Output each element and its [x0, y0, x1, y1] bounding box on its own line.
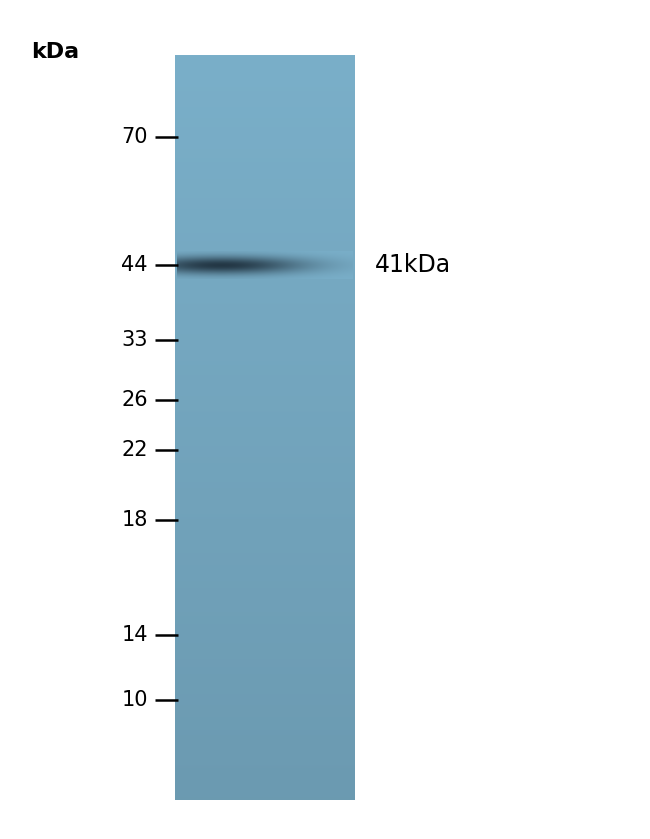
Text: 70: 70 [122, 127, 148, 147]
Text: 22: 22 [122, 440, 148, 460]
Text: 18: 18 [122, 510, 148, 530]
Text: 14: 14 [122, 625, 148, 645]
Text: kDa: kDa [31, 42, 79, 62]
Text: 33: 33 [122, 330, 148, 350]
Text: 26: 26 [122, 390, 148, 410]
Text: 44: 44 [122, 255, 148, 275]
Text: 41kDa: 41kDa [375, 253, 451, 277]
Text: 10: 10 [122, 690, 148, 710]
